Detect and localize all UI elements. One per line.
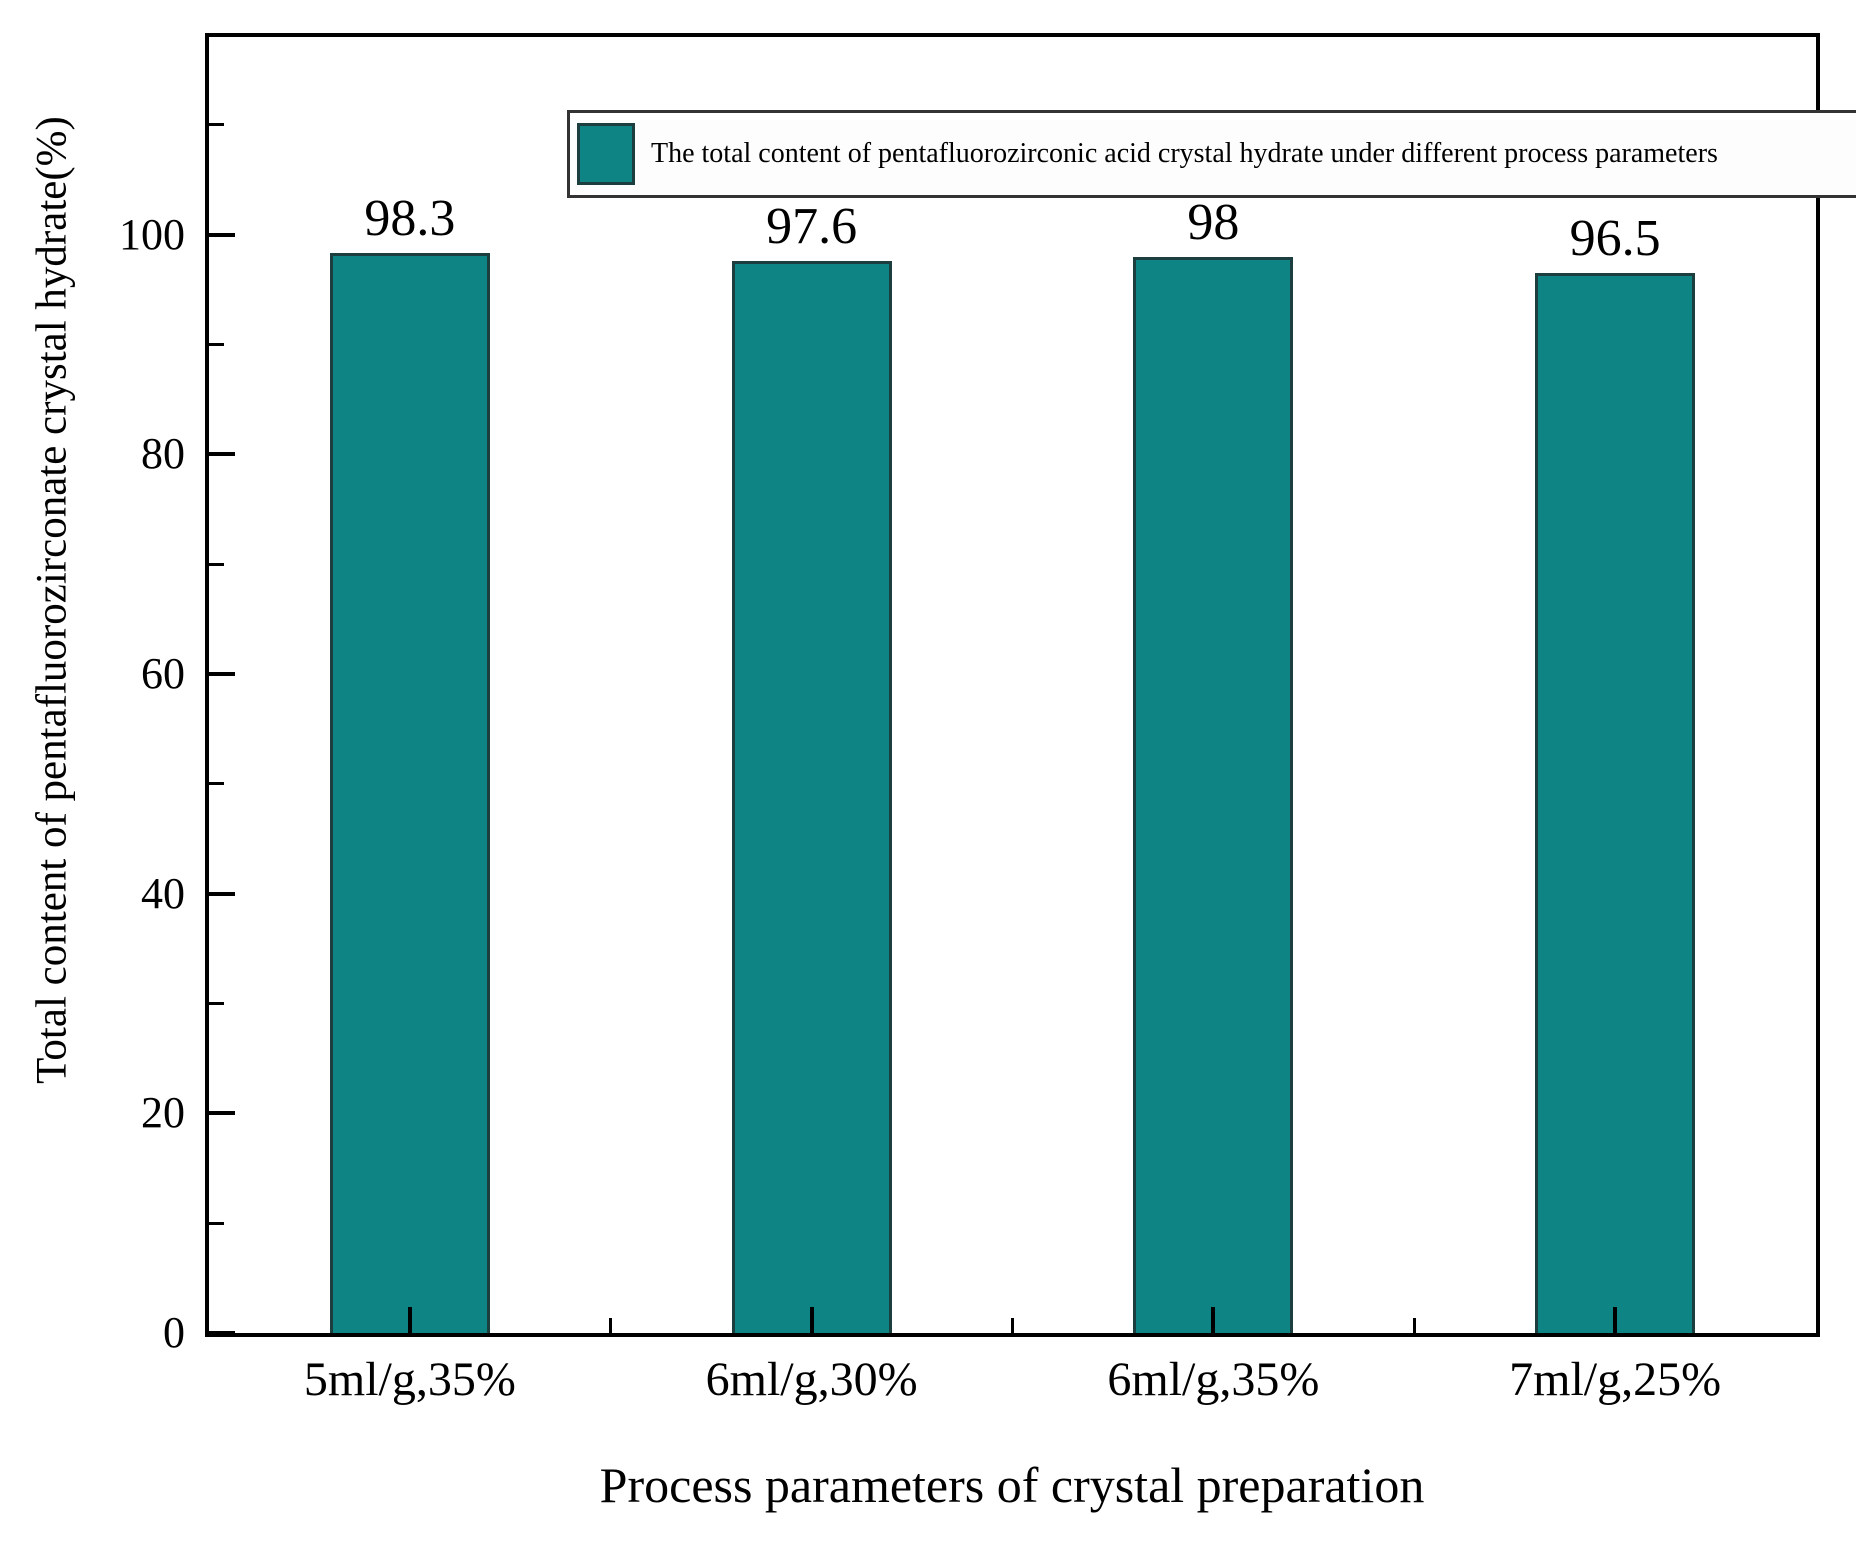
x-minor-tick [1011, 1318, 1014, 1333]
x-major-tick [407, 1307, 412, 1333]
legend-label: The total content of pentafluorozirconic… [651, 138, 1718, 169]
y-major-tick [209, 452, 235, 457]
y-minor-tick [209, 562, 224, 566]
y-minor-tick [209, 123, 224, 127]
x-minor-tick [1412, 1318, 1416, 1333]
bar-value-label: 98 [1187, 193, 1240, 251]
y-minor-tick [209, 1002, 224, 1005]
x-major-tick [809, 1307, 814, 1333]
y-tick-label: 60 [141, 649, 185, 699]
x-major-tick [1211, 1307, 1216, 1333]
y-tick-label: 0 [163, 1308, 185, 1357]
y-major-tick [209, 1331, 235, 1335]
bar [1535, 273, 1696, 1333]
x-tick-label: 6ml/g,30% [705, 1353, 918, 1406]
y-tick-label: 20 [141, 1088, 185, 1138]
y-tick-label: 80 [141, 429, 185, 479]
y-tick-label: 100 [119, 209, 185, 259]
x-tick-label: 7ml/g,25% [1509, 1353, 1722, 1406]
y-minor-tick [209, 782, 224, 786]
x-tick-label: 5ml/g,35% [303, 1353, 516, 1406]
y-major-tick [209, 672, 235, 677]
y-major-tick [209, 891, 235, 896]
x-major-tick [1613, 1307, 1618, 1333]
legend-swatch-icon [577, 123, 635, 185]
bar [329, 253, 490, 1333]
y-major-tick [209, 1111, 235, 1116]
x-minor-tick [609, 1318, 613, 1333]
y-minor-tick [209, 1221, 224, 1225]
bar [731, 261, 892, 1333]
x-axis-title: Process parameters of crystal preparatio… [599, 1457, 1425, 1513]
bar-value-label: 97.6 [766, 198, 858, 256]
x-tick-label: 6ml/g,35% [1107, 1353, 1320, 1406]
y-tick-label: 40 [141, 868, 185, 918]
bar [1133, 256, 1294, 1333]
y-axis-title: Total content of pentafluorozirconate cr… [28, 116, 76, 1084]
legend: The total content of pentafluorozirconic… [567, 110, 1856, 198]
y-major-tick [209, 232, 235, 237]
bar-value-label: 98.3 [364, 190, 456, 248]
plot-area: The total content of pentafluorozirconic… [205, 33, 1856, 1337]
y-minor-tick [209, 343, 224, 347]
bar-value-label: 96.5 [1569, 210, 1661, 268]
